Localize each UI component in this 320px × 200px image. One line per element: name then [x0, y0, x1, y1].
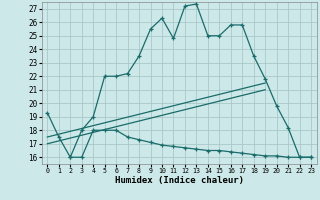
X-axis label: Humidex (Indice chaleur): Humidex (Indice chaleur): [115, 176, 244, 185]
